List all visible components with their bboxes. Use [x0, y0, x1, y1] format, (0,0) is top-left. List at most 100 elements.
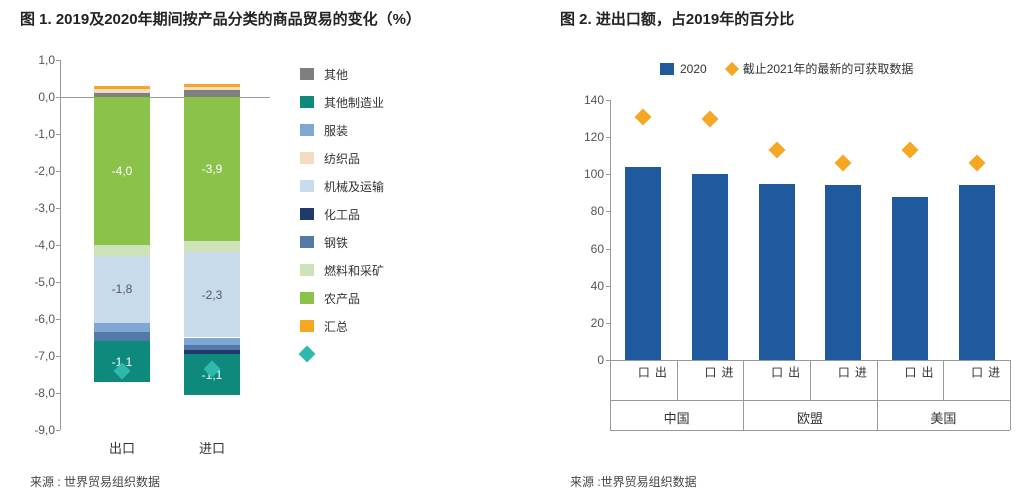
chart2-group-label: 中国 — [610, 408, 743, 427]
chart1-ytick: -1,0 — [20, 127, 55, 141]
chart2-marker-diamond — [968, 155, 985, 172]
chart2-bar — [625, 167, 661, 360]
chart1-source: 来源 : 世界贸易组织数据 — [30, 473, 160, 490]
legend-label: 燃料和采矿 — [324, 262, 384, 279]
chart1-seg-total — [94, 86, 150, 89]
chart2-plot: 020406080100120140出口进口中国出口进口欧盟出口进口美国 — [610, 100, 1010, 360]
chart2-marker-diamond — [768, 142, 785, 159]
chart1-seg-textile — [184, 87, 240, 91]
chart2-sub-label: 出口 — [635, 366, 669, 378]
chart1-legend-item: 机械及运输 — [300, 172, 384, 200]
chart1-seg-machinery — [94, 256, 150, 323]
chart1-panel: 图 1. 2019及2020年期间按产品分类的商品贸易的变化（%） 1,00,0… — [0, 0, 540, 504]
chart2-ytick: 60 — [574, 242, 604, 256]
chart1-ytick: -2,0 — [20, 164, 55, 178]
chart1-legend-item: 汇总 — [300, 312, 384, 340]
legend-label: 纺织品 — [324, 150, 360, 167]
chart2-sub-label: 进口 — [835, 366, 869, 378]
chart2-sub-label: 出口 — [769, 366, 803, 378]
legend-swatch — [300, 236, 314, 248]
chart1-seg-agri — [184, 97, 240, 241]
chart1-seg-fuel — [94, 245, 150, 256]
chart2-bar — [892, 197, 928, 360]
chart1-plot: 1,00,0-1,0-2,0-3,0-4,0-5,0-6,0-7,0-8,0-9… — [60, 60, 270, 430]
chart1-ytick: -5,0 — [20, 275, 55, 289]
chart1-ytick: 0,0 — [20, 90, 55, 104]
chart1-legend-item: 燃料和采矿 — [300, 256, 384, 284]
legend-swatch — [300, 180, 314, 192]
legend-swatch — [300, 264, 314, 276]
chart1-seg-total — [184, 84, 240, 87]
chart1-ytick: -4,0 — [20, 238, 55, 252]
legend-label: 其他 — [324, 66, 348, 83]
legend-swatch — [300, 208, 314, 220]
legend-label: 钢铁 — [324, 234, 348, 251]
legend-label: 截止2021年的最新的可获取数据 — [743, 60, 914, 77]
legend-swatch — [660, 63, 674, 75]
chart2-ytick: 100 — [574, 167, 604, 181]
legend-swatch — [300, 124, 314, 136]
chart2-title: 图 2. 进出口额，占2019年的百分比 — [560, 8, 794, 29]
chart1-ytick: -8,0 — [20, 386, 55, 400]
legend-swatch — [300, 96, 314, 108]
legend-swatch — [300, 320, 314, 332]
legend-swatch — [300, 292, 314, 304]
chart2-bar — [692, 174, 728, 360]
chart1-legend-item: 钢铁 — [300, 228, 384, 256]
legend-swatch — [300, 68, 314, 80]
chart1-xlabel: 进口 — [184, 438, 240, 457]
chart2-ytick: 20 — [574, 316, 604, 330]
chart1-legend-item: 其他 — [300, 60, 384, 88]
legend-label: 汇总 — [324, 318, 348, 335]
chart1-ytick: -6,0 — [20, 312, 55, 326]
legend-diamond-icon — [725, 61, 739, 75]
chart2-bar — [759, 184, 795, 360]
chart2-ytick: 0 — [574, 353, 604, 367]
legend-label: 农产品 — [324, 290, 360, 307]
chart2-source: 来源 :世界贸易组织数据 — [570, 473, 697, 490]
chart2-marker-diamond — [702, 110, 719, 127]
chart2-ytick: 40 — [574, 279, 604, 293]
chart1-legend-marker — [300, 340, 384, 368]
chart2-group-label: 欧盟 — [743, 408, 876, 427]
chart1-title: 图 1. 2019及2020年期间按产品分类的商品贸易的变化（%） — [20, 8, 421, 29]
chart1-legend-item: 化工品 — [300, 200, 384, 228]
chart1-seg-steel — [94, 332, 150, 341]
chart1-ytick: -9,0 — [20, 423, 55, 437]
chart2-bar — [959, 185, 995, 360]
chart1-seg-textile — [94, 89, 150, 93]
chart1-seg-apparel — [184, 338, 240, 345]
chart1-seg-agri — [94, 97, 150, 245]
legend-label: 机械及运输 — [324, 178, 384, 195]
chart2-sub-label: 进口 — [969, 366, 1003, 378]
legend-label: 化工品 — [324, 206, 360, 223]
chart2-marker-diamond — [835, 155, 852, 172]
chart1-legend: 其他其他制造业服装纺织品机械及运输化工品钢铁燃料和采矿农产品汇总 — [300, 60, 384, 368]
chart2-ytick: 80 — [574, 204, 604, 218]
chart2-group-label: 美国 — [877, 408, 1010, 427]
chart2-ytick: 140 — [574, 93, 604, 107]
chart1-legend-item: 农产品 — [300, 284, 384, 312]
legend-label: 2020 — [680, 62, 707, 76]
chart1-seg-other — [184, 90, 240, 97]
chart2-marker-diamond — [635, 108, 652, 125]
chart2-legend-marker: 截止2021年的最新的可获取数据 — [727, 60, 914, 77]
chart2-ytick: 120 — [574, 130, 604, 144]
chart1-ytick: -3,0 — [20, 201, 55, 215]
legend-diamond-icon — [299, 346, 316, 363]
chart2-panel: 图 2. 进出口额，占2019年的百分比 2020 截止2021年的最新的可获取数… — [540, 0, 1032, 504]
chart1-legend-item: 纺织品 — [300, 144, 384, 172]
chart2-sub-label: 进口 — [702, 366, 736, 378]
legend-label: 其他制造业 — [324, 94, 384, 111]
legend-label: 服装 — [324, 122, 348, 139]
chart1-xlabel: 出口 — [94, 438, 150, 457]
chart1-ytick: 1,0 — [20, 53, 55, 67]
legend-swatch — [300, 152, 314, 164]
chart1-seg-fuel — [184, 241, 240, 252]
chart2-legend: 2020 截止2021年的最新的可获取数据 — [660, 60, 913, 77]
chart1-seg-machinery — [184, 252, 240, 337]
chart1-seg-apparel — [94, 323, 150, 332]
chart2-bar — [825, 185, 861, 360]
chart1-legend-item: 服装 — [300, 116, 384, 144]
chart2-sub-label: 出口 — [902, 366, 936, 378]
